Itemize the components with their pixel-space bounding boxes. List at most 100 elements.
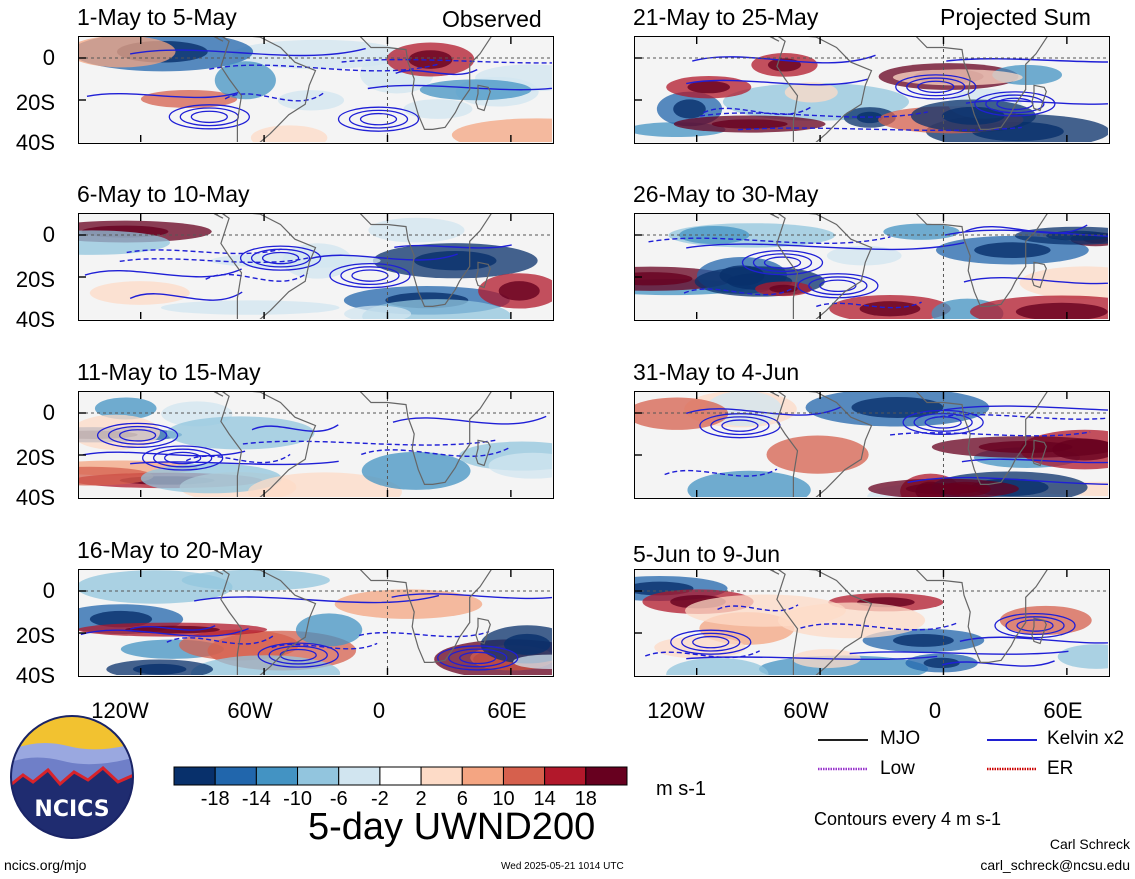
wind-anomaly-blob	[451, 118, 552, 142]
x-tick-label: 60W	[227, 698, 273, 723]
kelvin-contour	[119, 257, 309, 264]
wind-anomaly-core	[503, 633, 551, 655]
wind-anomaly-blob	[140, 89, 238, 108]
wind-anomaly-blob	[214, 61, 276, 100]
contour-ring	[261, 251, 300, 265]
contour-ring	[797, 273, 879, 299]
kelvin-contour	[700, 111, 928, 118]
kelvin-contour	[209, 62, 441, 72]
contour-ring	[340, 266, 400, 286]
y-tick-label: 0	[42, 578, 55, 603]
kelvin-contour	[205, 272, 308, 282]
kelvin-contour	[648, 236, 891, 244]
wind-anomaly-blob	[419, 79, 532, 101]
madagascar-coastline	[1031, 617, 1047, 645]
kelvin-contour	[889, 431, 1091, 437]
colorbar-tick-label: -10	[283, 788, 312, 810]
africa-coastline	[359, 392, 492, 486]
map-panel-8	[634, 569, 1110, 677]
central-america-coastline	[213, 570, 224, 575]
contour-ring	[448, 648, 508, 668]
colorbar-tick-label: 14	[533, 788, 556, 810]
contour-ring	[710, 416, 770, 436]
kelvin-contour	[683, 286, 795, 296]
colorbar-swatch	[461, 766, 504, 786]
contour-ring	[985, 94, 1045, 114]
er-legend-line	[987, 767, 1037, 771]
contour-ring	[348, 109, 409, 129]
colorbar-tick-label: 2	[415, 788, 427, 810]
kelvin-contour	[86, 91, 239, 99]
contour-ring	[913, 412, 973, 432]
wind-anomaly-blob	[361, 451, 471, 490]
contour-ring	[819, 279, 857, 293]
south-america-coastline	[220, 37, 317, 142]
wind-anomaly-core	[687, 80, 731, 94]
central-america-coastline	[213, 392, 224, 397]
x-tick-label: 120W	[647, 698, 705, 723]
x-tick-label: 0	[928, 698, 942, 723]
madagascar-coastline	[1031, 84, 1047, 112]
wind-anomaly-blob	[883, 223, 960, 240]
wind-anomaly-blob	[79, 37, 176, 68]
kelvin-contour	[686, 78, 868, 86]
kelvin-contour	[361, 447, 509, 457]
panel-title: 5-Jun to 9-Jun	[633, 541, 781, 567]
kelvin-contour	[251, 424, 339, 432]
y-tick-label: 0	[42, 45, 55, 70]
kelvin-contour	[309, 253, 458, 261]
wind-anomaly-blob	[334, 589, 483, 619]
colorbar-tick-label: -18	[200, 788, 230, 810]
south-america-coastline	[220, 570, 317, 675]
contour-ring	[337, 106, 420, 132]
kelvin-contour	[686, 655, 938, 661]
x-tick-label: 0	[372, 698, 386, 723]
madagascar-coastline	[1031, 439, 1047, 467]
kelvin-contour	[942, 660, 1055, 667]
wind-anomaly-blob	[826, 245, 902, 266]
wind-anomaly-blob	[166, 416, 315, 450]
map-panel-2	[78, 213, 554, 321]
kelvin-contour	[82, 450, 246, 457]
y-tick-label: 20S	[15, 90, 55, 115]
kelvin-contour	[946, 58, 1108, 63]
kelvin-legend-label: Kelvin x2	[1047, 728, 1125, 749]
central-america-coastline	[769, 570, 780, 575]
contour-ring	[459, 651, 497, 665]
kelvin-contour	[130, 460, 339, 466]
kelvin-contour	[394, 244, 512, 249]
panel-title: 1-May to 5-May	[77, 4, 237, 30]
contour-ring	[906, 77, 966, 97]
colorbar-swatch	[173, 766, 216, 786]
wind-anomaly-blob	[181, 570, 330, 591]
wind-anomaly-core	[978, 441, 1073, 453]
wind-anomaly-blob	[94, 397, 157, 420]
contour-ring	[437, 645, 519, 671]
wind-anomaly-blob	[784, 82, 838, 103]
kelvin-contour	[800, 621, 960, 631]
map-panel-1	[78, 36, 554, 144]
colorbar-swatch	[585, 766, 628, 786]
ncics-logo-text: NCICS	[34, 797, 109, 822]
figure-title: 5-day UWND200	[308, 806, 596, 848]
mjo-legend-label: MJO	[880, 728, 921, 749]
kelvin-contour	[271, 642, 378, 650]
contour-ring	[692, 635, 730, 649]
wind-anomaly-core	[635, 272, 693, 286]
wind-anomaly-blob	[766, 435, 869, 474]
contour-ring	[164, 451, 202, 465]
south-america-coastline	[776, 570, 873, 675]
madagascar-coastline	[475, 261, 491, 289]
wind-anomaly-core	[942, 106, 1005, 125]
website-url: ncics.org/mjo	[4, 857, 87, 873]
central-america-coastline	[213, 37, 224, 42]
wind-anomaly-core	[859, 301, 921, 317]
y-tick-label: 40S	[15, 130, 55, 155]
kelvin-contour	[963, 277, 1108, 285]
kelvin-contour	[391, 593, 552, 600]
colorbar-tick-label: 10	[492, 788, 515, 810]
kelvin-contour	[185, 453, 291, 464]
x-tick-label: 60E	[1043, 698, 1083, 723]
contour-ring	[1016, 619, 1054, 632]
colorbar-swatch	[214, 766, 257, 786]
